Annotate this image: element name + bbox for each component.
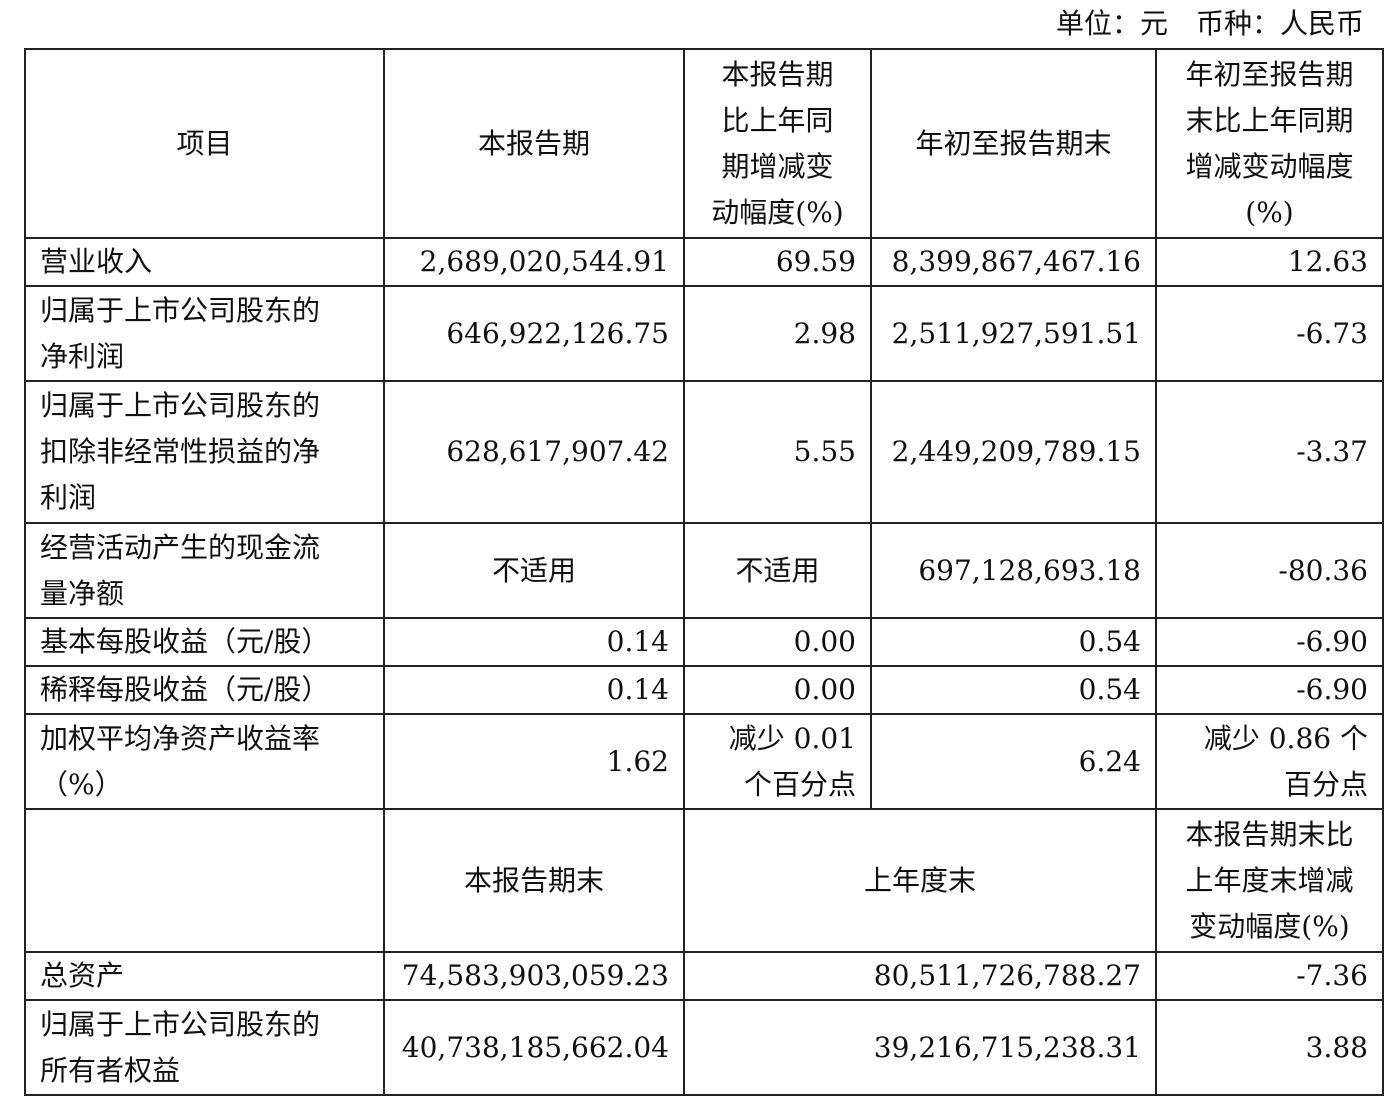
row-ytd-change: 12.63: [1155, 237, 1384, 287]
row-item: 基本每股收益（元/股）: [24, 617, 385, 667]
row-period-end: 40,738,185,662.04: [383, 999, 685, 1096]
row-current: 646,922,126.75: [383, 285, 685, 382]
row-ytd-change: 减少 0.86 个 百分点: [1155, 713, 1384, 810]
row-current-change: 2.98: [683, 285, 872, 382]
table-row: 基本每股收益（元/股） 0.14 0.00 0.54 -6.90: [24, 617, 1384, 667]
table-row: 归属于上市公司股东的 扣除非经常性损益的净 利润 628,617,907.42 …: [24, 380, 1384, 524]
table-row: 总资产 74,583,903,059.23 80,511,726,788.27 …: [24, 951, 1384, 1001]
row-current: 0.14: [383, 665, 685, 715]
row-item: 经营活动产生的现金流 量净额: [24, 522, 385, 619]
header-current-change: 本报告期 比上年同 期增减变 动幅度(%): [683, 48, 872, 239]
unit-currency-note: 单位：元 币种：人民币: [1055, 7, 1364, 40]
header-row-2: 本报告期末 上年度末 本报告期末比 上年度末增减 变动幅度(%): [24, 808, 1384, 953]
row-current: 不适用: [383, 522, 685, 619]
table-row: 营业收入 2,689,020,544.91 69.59 8,399,867,46…: [24, 237, 1384, 287]
row-ytd: 0.54: [870, 665, 1157, 715]
row-last-year-end: 80,511,726,788.27: [683, 951, 1157, 1001]
table-row: 加权平均净资产收益率 （%） 1.62 减少 0.01 个百分点 6.24 减少…: [24, 713, 1384, 810]
table-row: 稀释每股收益（元/股） 0.14 0.00 0.54 -6.90: [24, 665, 1384, 715]
row-item: 稀释每股收益（元/股）: [24, 665, 385, 715]
header-row: 项目 本报告期 本报告期 比上年同 期增减变 动幅度(%) 年初至报告期末 年初…: [24, 48, 1384, 239]
header-ytd-change: 年初至报告期 末比上年同期 增减变动幅度 (%): [1155, 48, 1384, 239]
header-item: 项目: [24, 48, 385, 239]
row-ytd: 0.54: [870, 617, 1157, 667]
header2-period-end: 本报告期末: [383, 808, 685, 953]
row-item: 加权平均净资产收益率 （%）: [24, 713, 385, 810]
row-change: -7.36: [1155, 951, 1384, 1001]
row-current: 0.14: [383, 617, 685, 667]
row-item: 营业收入: [24, 237, 385, 287]
row-current: 2,689,020,544.91: [383, 237, 685, 287]
financial-summary-table: 项目 本报告期 本报告期 比上年同 期增减变 动幅度(%) 年初至报告期末 年初…: [24, 48, 1384, 1096]
row-ytd: 6.24: [870, 713, 1157, 810]
row-current: 1.62: [383, 713, 685, 810]
row-item: 归属于上市公司股东的 所有者权益: [24, 999, 385, 1096]
row-item: 归属于上市公司股东的 扣除非经常性损益的净 利润: [24, 380, 385, 524]
header2-item: [24, 808, 385, 953]
row-item: 总资产: [24, 951, 385, 1001]
header2-last-year-end: 上年度末: [683, 808, 1157, 953]
header2-change: 本报告期末比 上年度末增减 变动幅度(%): [1155, 808, 1384, 953]
header-ytd: 年初至报告期末: [870, 48, 1157, 239]
table-row: 经营活动产生的现金流 量净额 不适用 不适用 697,128,693.18 -8…: [24, 522, 1384, 619]
table-row: 归属于上市公司股东的 净利润 646,922,126.75 2.98 2,511…: [24, 285, 1384, 382]
row-ytd-change: -6.73: [1155, 285, 1384, 382]
row-ytd-change: -6.90: [1155, 665, 1384, 715]
row-change: 3.88: [1155, 999, 1384, 1096]
row-last-year-end: 39,216,715,238.31: [683, 999, 1157, 1096]
row-ytd-change: -6.90: [1155, 617, 1384, 667]
row-ytd-change: -80.36: [1155, 522, 1384, 619]
row-ytd: 8,399,867,467.16: [870, 237, 1157, 287]
row-ytd-change: -3.37: [1155, 380, 1384, 524]
row-ytd: 2,449,209,789.15: [870, 380, 1157, 524]
row-ytd: 2,511,927,591.51: [870, 285, 1157, 382]
row-current-change: 69.59: [683, 237, 872, 287]
row-current-change: 减少 0.01 个百分点: [683, 713, 872, 810]
row-current-change: 5.55: [683, 380, 872, 524]
row-current-change: 不适用: [683, 522, 872, 619]
row-ytd: 697,128,693.18: [870, 522, 1157, 619]
row-current: 628,617,907.42: [383, 380, 685, 524]
header-current: 本报告期: [383, 48, 685, 239]
row-current-change: 0.00: [683, 665, 872, 715]
row-period-end: 74,583,903,059.23: [383, 951, 685, 1001]
row-item: 归属于上市公司股东的 净利润: [24, 285, 385, 382]
table-row: 归属于上市公司股东的 所有者权益 40,738,185,662.04 39,21…: [24, 999, 1384, 1096]
row-current-change: 0.00: [683, 617, 872, 667]
